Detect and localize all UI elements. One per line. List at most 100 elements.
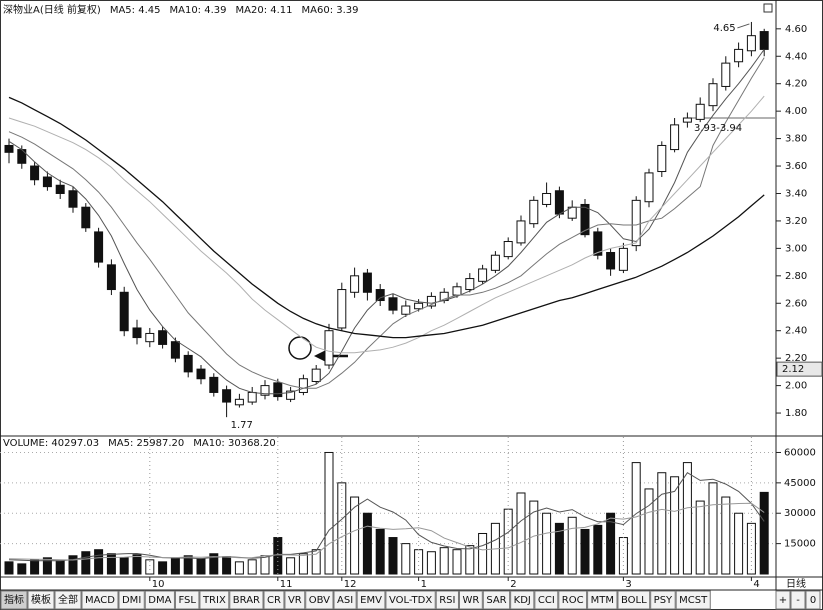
tab[interactable] bbox=[482, 590, 511, 610]
volume-bar bbox=[260, 555, 270, 575]
toolbar-button[interactable] bbox=[775, 590, 791, 610]
tab-label[interactable]: 全部 bbox=[58, 593, 78, 606]
last-price: 2.12 bbox=[782, 364, 804, 375]
tab-label[interactable]: DMI bbox=[122, 595, 141, 606]
y-tick-label: 1.80 bbox=[785, 408, 807, 419]
tab-label[interactable]: VR bbox=[288, 595, 302, 606]
tab[interactable] bbox=[385, 590, 436, 610]
toolbar-button-label[interactable]: - bbox=[796, 595, 800, 606]
candle-body bbox=[401, 305, 411, 315]
volume-bar bbox=[94, 549, 104, 575]
tab-label[interactable]: OBV bbox=[309, 595, 330, 606]
toolbar-button[interactable] bbox=[790, 590, 806, 610]
tab[interactable] bbox=[534, 590, 559, 610]
tab[interactable] bbox=[174, 590, 200, 610]
tab-label[interactable]: CR bbox=[267, 595, 281, 606]
y-tick-label: 4.40 bbox=[785, 51, 807, 62]
tab[interactable] bbox=[144, 590, 175, 610]
annotation-leader bbox=[737, 23, 750, 29]
tab-label[interactable]: DMA bbox=[148, 595, 171, 606]
volume-bar bbox=[554, 522, 564, 575]
tab-label[interactable]: KDJ bbox=[514, 595, 531, 606]
candle-body bbox=[183, 354, 193, 373]
candle-body bbox=[42, 176, 52, 188]
x-tick-label: 4 bbox=[753, 579, 759, 590]
tab[interactable] bbox=[510, 590, 535, 610]
volume-bar bbox=[55, 560, 65, 575]
candle-body bbox=[529, 199, 539, 225]
candle-body bbox=[426, 295, 436, 307]
tab[interactable] bbox=[587, 590, 618, 610]
toolbar-button[interactable] bbox=[805, 590, 821, 610]
y-tick-label: 15000 bbox=[784, 539, 816, 550]
tab[interactable] bbox=[263, 590, 285, 610]
tab-label[interactable]: ASI bbox=[337, 595, 353, 606]
tab-label[interactable]: 模板 bbox=[31, 593, 51, 606]
y-tick-label: 2.60 bbox=[785, 298, 807, 309]
volume-bar bbox=[618, 537, 628, 575]
y-tick-label: 3.40 bbox=[785, 188, 807, 199]
window-icon[interactable] bbox=[763, 3, 773, 13]
tab-label[interactable]: ROC bbox=[562, 595, 584, 606]
candle-body bbox=[260, 385, 270, 396]
volume-bar bbox=[426, 551, 436, 575]
tab-label[interactable]: PSY bbox=[654, 595, 673, 606]
candle-body bbox=[55, 184, 65, 194]
tab-label[interactable]: EMV bbox=[360, 595, 382, 606]
tab[interactable] bbox=[558, 590, 588, 610]
tab[interactable] bbox=[229, 590, 264, 610]
tab[interactable] bbox=[199, 590, 230, 610]
tab[interactable] bbox=[435, 590, 459, 610]
tab[interactable] bbox=[118, 590, 145, 610]
tab-label[interactable]: WR bbox=[462, 595, 479, 606]
tab-label[interactable]: BRAR bbox=[233, 595, 260, 606]
volume-ma-line bbox=[8, 472, 765, 562]
tab[interactable] bbox=[617, 590, 651, 610]
candle-body bbox=[158, 330, 168, 345]
candle-body bbox=[196, 368, 206, 380]
tab[interactable] bbox=[333, 590, 357, 610]
annotation: 4.65 bbox=[713, 23, 735, 34]
candle-body bbox=[682, 117, 692, 123]
tab-label[interactable]: CCI bbox=[538, 595, 555, 606]
legend-entry: MA5: 25987.20 bbox=[108, 438, 184, 449]
tab-label[interactable]: 指标 bbox=[4, 593, 24, 606]
tab-label[interactable]: FSL bbox=[178, 595, 196, 606]
tab[interactable] bbox=[81, 590, 119, 610]
volume-bar bbox=[106, 553, 116, 575]
tab-label[interactable]: MCST bbox=[679, 595, 708, 606]
candle-body bbox=[478, 268, 488, 282]
tab[interactable] bbox=[650, 590, 676, 610]
tab-label[interactable]: VOL-TDX bbox=[389, 595, 432, 606]
tab-label[interactable]: MTM bbox=[591, 595, 614, 606]
y-tick-label: 3.20 bbox=[785, 216, 807, 227]
legend-entry: MA10: 4.39 bbox=[169, 5, 226, 16]
last-price-box bbox=[776, 361, 823, 377]
volume-bar bbox=[657, 472, 667, 575]
tab[interactable] bbox=[305, 590, 334, 610]
toolbar-button-label[interactable]: + bbox=[779, 595, 787, 606]
tab[interactable] bbox=[458, 590, 483, 610]
tab[interactable] bbox=[675, 590, 711, 610]
tab-label[interactable]: TRIX bbox=[202, 595, 226, 606]
ma-line bbox=[8, 95, 765, 354]
tab[interactable] bbox=[284, 590, 306, 610]
tab-label[interactable]: SAR bbox=[486, 595, 506, 606]
tab[interactable] bbox=[0, 590, 28, 610]
annotation: 1.77 bbox=[231, 420, 253, 431]
y-tick-label: 4.20 bbox=[785, 79, 807, 90]
tab-label[interactable]: RSI bbox=[439, 595, 455, 606]
candle-body bbox=[234, 398, 244, 406]
tab-label[interactable]: BOLL bbox=[621, 595, 647, 606]
volume-bar bbox=[158, 561, 168, 575]
candle-body bbox=[490, 254, 500, 271]
y-tick-label: 2.80 bbox=[785, 271, 807, 282]
toolbar-button-label[interactable]: 0 bbox=[810, 595, 816, 606]
candle-body bbox=[414, 302, 424, 310]
tab[interactable] bbox=[27, 590, 55, 610]
tab[interactable] bbox=[356, 590, 386, 610]
tab[interactable] bbox=[54, 590, 82, 610]
legend-entry: MA10: 30368.20 bbox=[193, 438, 275, 449]
y-tick-label: 3.80 bbox=[785, 134, 807, 145]
tab-label[interactable]: MACD bbox=[85, 595, 115, 606]
